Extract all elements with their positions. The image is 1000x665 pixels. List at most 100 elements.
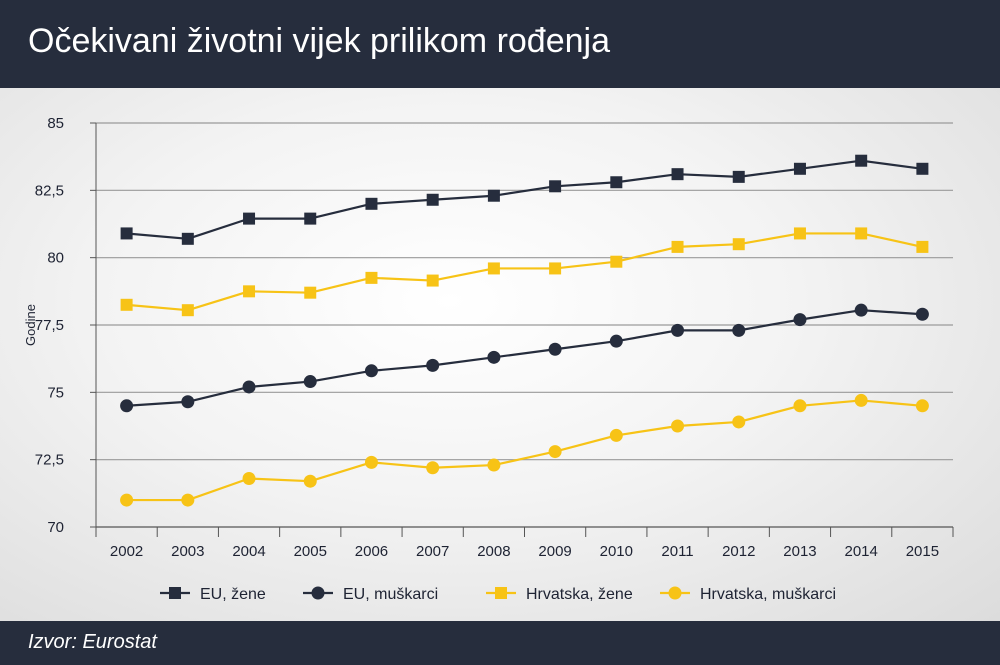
data-point: [181, 395, 195, 409]
legend-label: EU, muškarci: [343, 586, 438, 603]
gridlines: [96, 122, 953, 461]
y-tick-label: 75: [47, 384, 64, 401]
y-axis-title: Godine: [23, 304, 38, 346]
x-tick-label: 2012: [722, 543, 755, 560]
series-3: [120, 393, 929, 507]
x-tick-label: 2003: [171, 543, 204, 560]
plot-background: [0, 88, 1000, 621]
data-point: [242, 472, 256, 486]
chart-title: Očekivani životni vijek prilikom rođenja: [28, 22, 611, 60]
legend-label: EU, žene: [200, 586, 266, 603]
x-tick-label: 2013: [783, 543, 816, 560]
data-point: [364, 364, 378, 378]
data-point: [487, 458, 501, 472]
x-tick-label: 2005: [294, 543, 327, 560]
data-point: [610, 176, 623, 189]
data-point: [181, 232, 194, 245]
data-point: [120, 227, 133, 240]
y-tick-label: 77,5: [35, 317, 64, 334]
x-tick-label: 2010: [600, 543, 633, 560]
x-tick-label: 2014: [844, 543, 877, 560]
source-note: Izvor: Eurostat: [28, 631, 157, 653]
data-point: [671, 323, 685, 337]
y-tick-label: 82,5: [35, 182, 64, 199]
data-point: [243, 285, 256, 298]
data-point: [120, 493, 134, 507]
legend-item: EU, žene: [160, 586, 266, 603]
series-line: [126, 232, 923, 312]
data-point: [609, 428, 623, 442]
x-tick-label: 2004: [232, 543, 265, 560]
data-point: [855, 227, 868, 240]
footer-bar: Izvor: Eurostat: [0, 621, 1000, 665]
data-point: [426, 274, 439, 287]
legend: EU, žene EU, muškarci Hrvatska, žene Hrvats…: [160, 586, 836, 603]
legend-marker: [169, 587, 181, 599]
legend-marker: [495, 587, 507, 599]
series-line: [126, 159, 923, 240]
data-point: [915, 399, 929, 413]
x-tick-label: 2011: [661, 543, 693, 560]
data-point: [242, 380, 256, 394]
y-tick-label: 72,5: [35, 452, 64, 469]
x-tick-label: 2009: [538, 543, 571, 560]
data-point: [549, 180, 562, 193]
data-point: [365, 271, 378, 284]
data-point: [548, 445, 562, 459]
legend-label: Hrvatska, muškarci: [700, 586, 836, 603]
header-bar: Očekivani životni vijek prilikom rođenja: [0, 0, 1000, 88]
legend-item: Hrvatska, žene: [486, 586, 633, 603]
legend-item: EU, muškarci: [303, 586, 438, 603]
data-point: [303, 375, 317, 389]
legend-item: Hrvatska, muškarci: [660, 586, 836, 603]
data-point: [915, 307, 929, 321]
data-point: [548, 342, 562, 356]
data-point: [671, 168, 684, 181]
legend-marker: [668, 586, 682, 600]
x-tick-label: 2002: [110, 543, 143, 560]
data-point: [304, 212, 317, 225]
data-point: [916, 240, 929, 253]
data-point: [364, 455, 378, 469]
data-point: [793, 162, 806, 175]
series-line: [126, 309, 923, 407]
data-point: [487, 189, 500, 202]
y-tick-label: 85: [47, 115, 64, 132]
data-point: [854, 303, 868, 317]
data-point: [365, 197, 378, 210]
data-point: [303, 474, 317, 488]
series-2: [120, 227, 929, 317]
data-point: [793, 399, 807, 413]
data-point: [304, 286, 317, 299]
data-point: [793, 227, 806, 240]
legend-marker: [311, 586, 325, 600]
data-point: [793, 313, 807, 327]
x-tick-label: 2006: [355, 543, 388, 560]
data-point: [609, 334, 623, 348]
data-point: [671, 419, 685, 433]
data-point: [916, 162, 929, 175]
data-point: [426, 193, 439, 206]
data-point: [120, 298, 133, 311]
data-point: [732, 238, 745, 251]
data-point: [732, 415, 746, 429]
x-tick-label: 2008: [477, 543, 510, 560]
data-point: [426, 461, 440, 475]
series-line: [126, 399, 923, 502]
axes: 70 72,5 75 77,5 80 82,5 85 2002 2003 2004 2005 2006…: [23, 115, 954, 560]
legend-label: Hrvatska, žene: [526, 586, 633, 603]
series-0: [120, 154, 929, 245]
data-point: [854, 393, 868, 407]
y-tick-label: 70: [47, 519, 64, 536]
data-point: [549, 262, 562, 275]
data-point: [855, 154, 868, 167]
x-tick-label: 2015: [906, 543, 939, 560]
data-point: [120, 399, 134, 413]
data-point: [243, 212, 256, 225]
data-point: [487, 262, 500, 275]
data-point: [181, 493, 195, 507]
data-point: [487, 350, 501, 364]
data-point: [181, 304, 194, 317]
series-1: [120, 303, 929, 413]
